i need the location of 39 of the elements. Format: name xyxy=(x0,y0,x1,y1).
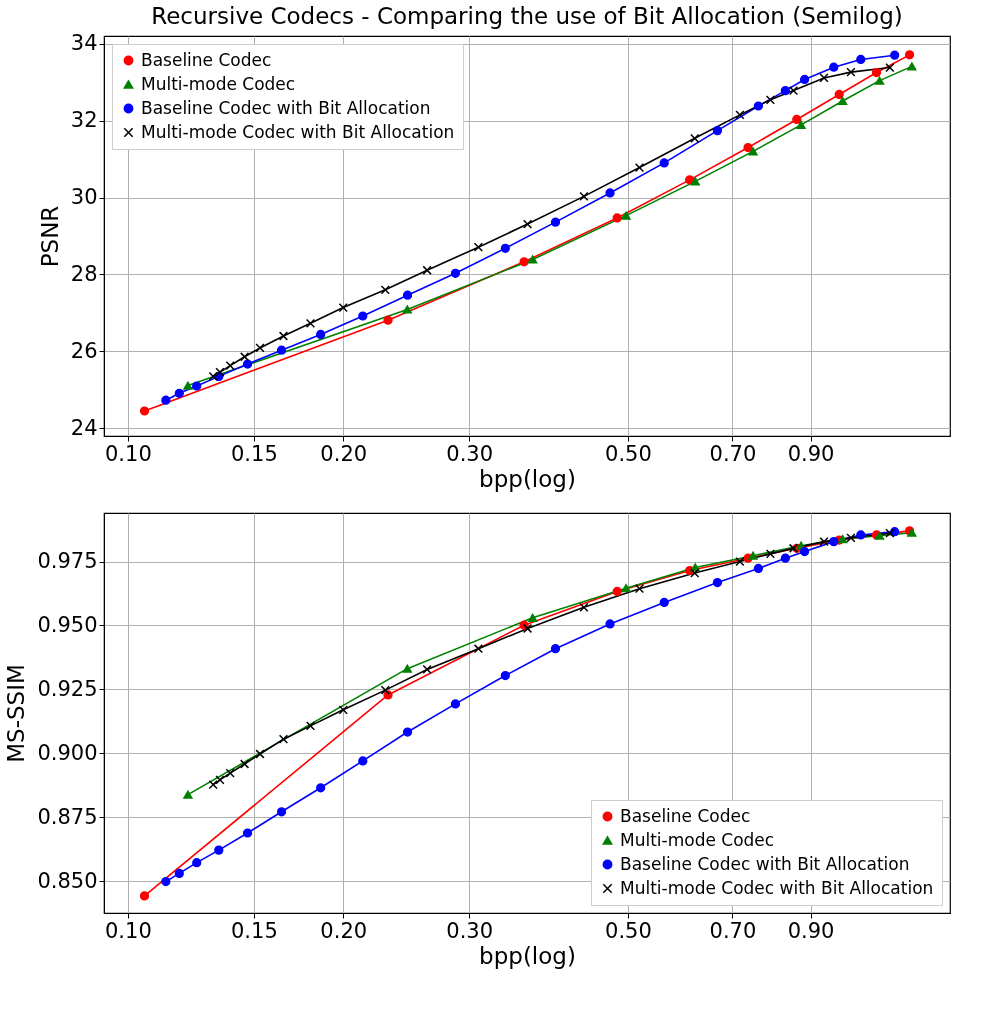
legend-label: Baseline Codec xyxy=(141,49,272,70)
legend-label: Multi-mode Codec with Bit Allocation xyxy=(141,121,455,142)
x-tick-label: 0.30 xyxy=(446,441,494,466)
legend-label: Multi-mode Codec with Bit Allocation xyxy=(620,877,934,898)
y-tick-label: 0.950 xyxy=(37,612,98,637)
y-tick-label: 0.975 xyxy=(37,549,98,574)
y-tick-label: 28 xyxy=(70,261,98,286)
x-tick-label: 0.20 xyxy=(320,918,368,943)
x-tick-label: 0.10 xyxy=(105,441,152,466)
y-tick-label: 32 xyxy=(70,108,98,133)
x-tick-label: 0.50 xyxy=(605,918,652,943)
legend-label: Multi-mode Codec xyxy=(141,73,296,94)
y-tick-label: 0.925 xyxy=(37,676,98,701)
y-tick-label: 26 xyxy=(70,338,98,363)
x-tick-label: 0.50 xyxy=(605,441,652,466)
y-tick-label: 0.900 xyxy=(37,740,98,765)
legend-label: Multi-mode Codec xyxy=(620,829,775,850)
x-tick-label: 0.20 xyxy=(320,441,368,466)
y-tick-label: 30 xyxy=(70,185,98,210)
x-tick-label: 0.70 xyxy=(709,918,757,943)
legend-label: Baseline Codec with Bit Allocation xyxy=(620,853,910,874)
y-tick-label: 34 xyxy=(70,31,98,56)
x-tick-label: 0.30 xyxy=(446,918,494,943)
x-tick-label: 0.90 xyxy=(787,918,835,943)
y-tick-label: 0.875 xyxy=(37,804,98,829)
chart-title: Recursive Codecs - Comparing the use of Bit Allocation (Semilog) xyxy=(151,2,903,29)
y-axis-title: MS-SSIM xyxy=(3,664,30,763)
x-axis-title: bpp(log) xyxy=(479,465,576,492)
x-tick-label: 0.10 xyxy=(105,918,152,943)
legend-label: Baseline Codec with Bit Allocation xyxy=(141,97,431,118)
x-tick-label: 0.15 xyxy=(230,918,278,943)
legend-label: Baseline Codec xyxy=(620,805,751,826)
x-axis-title: bpp(log) xyxy=(479,942,576,969)
y-tick-label: 24 xyxy=(70,415,98,440)
x-tick-label: 0.70 xyxy=(709,441,757,466)
y-tick-label: 0.850 xyxy=(37,868,98,893)
x-tick-label: 0.15 xyxy=(230,441,278,466)
x-tick-label: 0.90 xyxy=(787,441,835,466)
y-axis-title: PSNR xyxy=(36,205,63,268)
